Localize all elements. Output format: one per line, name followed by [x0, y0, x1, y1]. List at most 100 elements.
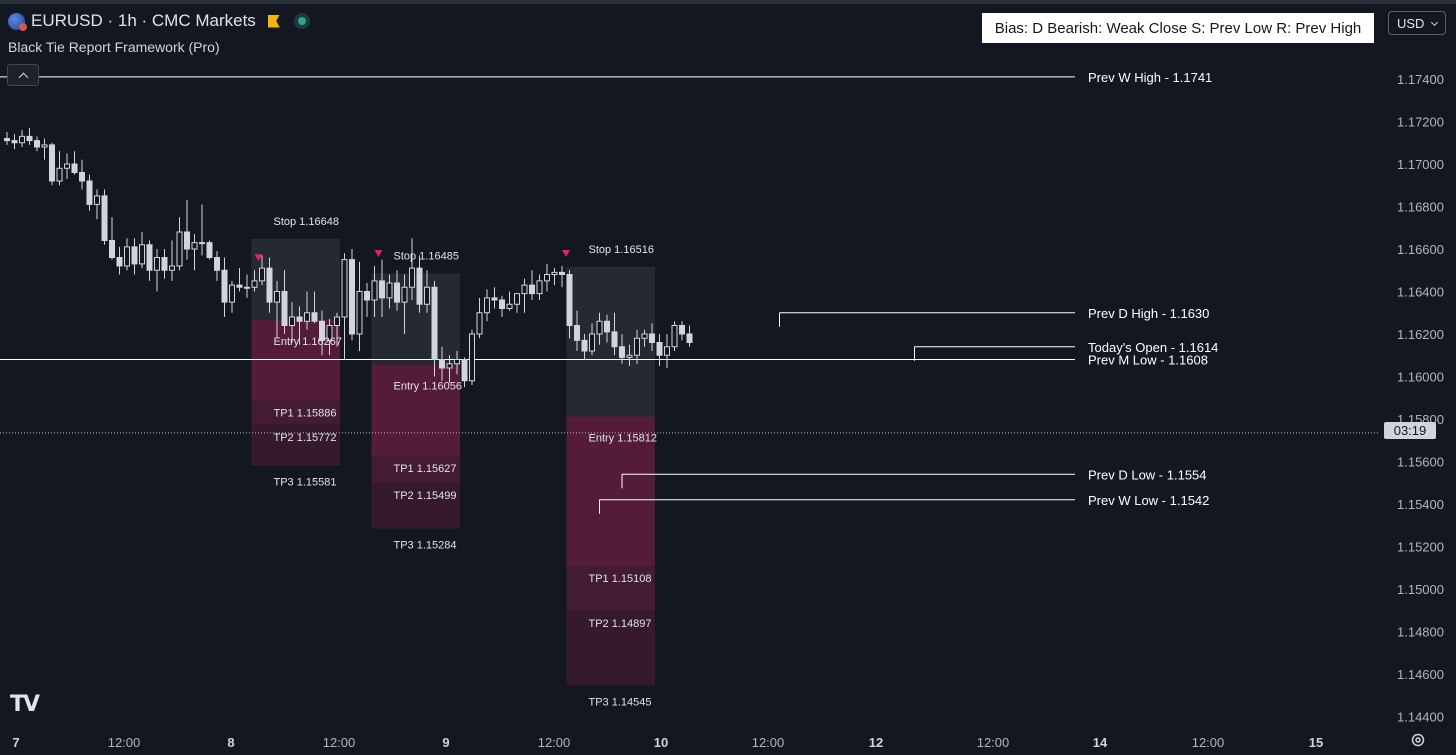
price-tick-label: 1.16800 [1397, 200, 1444, 215]
candle-body [491, 297, 498, 301]
candle-body [11, 140, 18, 144]
candle-body [394, 282, 400, 303]
trade-label-tp2: TP2 1.15772 [274, 432, 337, 444]
trade-label-stop: Stop 1.16516 [589, 244, 654, 256]
time-tick-label: 12:00 [108, 735, 141, 750]
price-tick-label: 1.17200 [1397, 115, 1444, 130]
level-label: Prev W High - 1.1741 [1088, 70, 1212, 85]
candle-body [214, 257, 220, 271]
trade-label-tp3: TP3 1.14545 [589, 697, 652, 709]
level-label: Prev D High - 1.1630 [1088, 306, 1209, 321]
target-zone-tp3 [251, 424, 340, 466]
candle-body [221, 269, 228, 303]
candle-body [424, 286, 430, 305]
trade-label-tp2: TP2 1.15499 [394, 490, 457, 502]
candle-body [139, 244, 145, 265]
candle-body [596, 320, 603, 335]
target-zone-tp2 [251, 400, 340, 425]
trade-label-tp1: TP1 1.15627 [394, 463, 457, 475]
trade-label-entry: Entry 1.16267 [274, 336, 343, 348]
candle-body [521, 284, 528, 295]
symbol-header[interactable]: EURUSD · 1h · CMC Markets [8, 11, 310, 31]
candle-body [589, 333, 595, 352]
time-tick-label: 15 [1309, 735, 1323, 750]
candle-body [356, 291, 363, 335]
symbol-globe-icon [8, 12, 27, 31]
candle-body [469, 333, 475, 382]
trade-label-tp1: TP1 1.15108 [589, 573, 652, 585]
price-tick-label: 1.15600 [1397, 455, 1444, 470]
candle-body [529, 284, 535, 295]
candle-body [461, 359, 468, 382]
candle-body [116, 257, 123, 267]
sell-signal-marker [374, 250, 383, 257]
currency-select[interactable]: USD [1388, 11, 1446, 35]
candle-body [86, 180, 93, 205]
chevron-down-icon [1430, 18, 1439, 27]
candle-body [476, 312, 483, 335]
price-tick-label: 1.16600 [1397, 242, 1444, 257]
trade-label-stop: Stop 1.16648 [274, 216, 339, 228]
indicator-name[interactable]: Black Tie Report Framework (Pro) [8, 39, 220, 55]
candle-body [109, 240, 115, 258]
candle-body [56, 167, 63, 182]
candle-body [184, 231, 190, 250]
time-tick-label: 12:00 [323, 735, 356, 750]
candle-body [364, 291, 370, 301]
level-label: Today's Open - 1.1614 [1088, 340, 1218, 355]
trade-zones-layer [251, 238, 655, 686]
countdown-label: 03:19 [1394, 423, 1427, 438]
price-axis[interactable]: 1.17400 1.17200 1.17000 1.16800 1.16600 1.164… [1397, 72, 1444, 725]
flag-icon[interactable] [267, 14, 280, 28]
candle-body [379, 280, 385, 299]
candle-body [41, 144, 48, 148]
candle-body [34, 140, 40, 148]
candle-body [499, 299, 505, 309]
countdown-badge [1384, 422, 1436, 439]
trade-label-tp3: TP3 1.15284 [394, 540, 457, 552]
tradingview-logo-icon[interactable]: TV [10, 692, 40, 717]
chevron-up-icon [18, 72, 28, 82]
candle-body [514, 293, 520, 305]
candle-body [641, 333, 648, 339]
top-border [0, 0, 1456, 4]
gear-icon[interactable] [1410, 732, 1426, 748]
target-zone-tp2 [371, 455, 460, 483]
candle-body [454, 359, 460, 365]
trade-label-stop: Stop 1.16485 [394, 250, 459, 262]
candles-layer [4, 127, 693, 388]
time-tick-label: 12:00 [977, 735, 1010, 750]
candle-body [49, 144, 55, 182]
candle-body [274, 291, 280, 303]
time-axis[interactable]: 7 12:00 8 12:00 9 12:00 10 12:00 12 12:00 14 12:00 1… [12, 735, 1323, 750]
candle-body [604, 320, 610, 333]
candle-body [169, 265, 175, 271]
candle-body [259, 267, 265, 282]
collapse-indicators-button[interactable] [7, 64, 39, 86]
trade-label-entry: Entry 1.15812 [589, 432, 658, 444]
sell-signal-marker [254, 254, 263, 262]
candle-body [679, 325, 685, 335]
candle-body [544, 274, 550, 282]
time-tick-label: 12:00 [1192, 735, 1225, 750]
candle-body [671, 325, 678, 348]
candle-body [206, 242, 213, 258]
symbol-title[interactable]: EURUSD · 1h · CMC Markets [31, 11, 256, 30]
level-label: Prev W Low - 1.1542 [1088, 493, 1209, 508]
market-open-icon[interactable] [293, 13, 310, 29]
price-tick-label: 1.14800 [1397, 625, 1444, 640]
target-zone-tp3 [566, 610, 655, 686]
time-tick-label: 14 [1093, 735, 1108, 750]
candle-body [649, 333, 655, 343]
candle-body [386, 282, 393, 299]
price-tick-label: 1.14600 [1397, 667, 1444, 682]
time-tick-label: 12:00 [752, 735, 785, 750]
candle-body [146, 244, 153, 271]
candle-body [581, 339, 588, 352]
trade-label-tp1: TP1 1.15886 [274, 408, 337, 420]
candle-body [619, 346, 625, 358]
candle-body [334, 316, 340, 326]
candle-body [319, 320, 325, 341]
candle-body [484, 297, 490, 314]
